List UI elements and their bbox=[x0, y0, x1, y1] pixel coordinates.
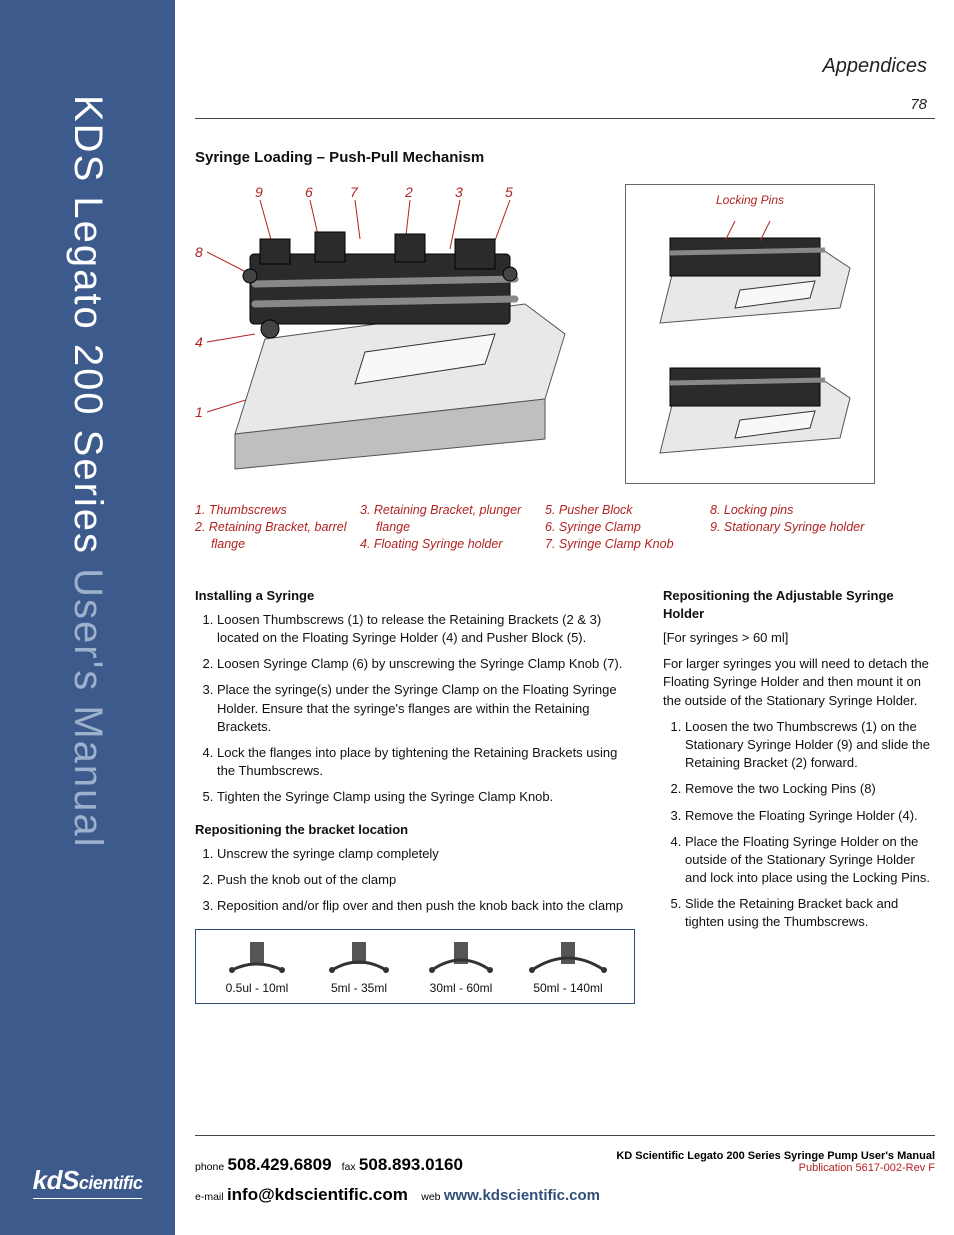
callout-9: 9 bbox=[255, 184, 263, 200]
size-item: 50ml - 140ml bbox=[528, 940, 608, 997]
step: Place the Floating Syringe Holder on the… bbox=[685, 833, 935, 888]
repos-bracket-steps: Unscrew the syringe clamp completely Pus… bbox=[195, 845, 635, 916]
manual-title: KD Scientific Legato 200 Series Syringe … bbox=[616, 1150, 935, 1162]
legend-item: 7. Syringe Clamp Knob bbox=[545, 536, 700, 553]
legend-item: 2. Retaining Bracket, barrel flange bbox=[195, 519, 350, 553]
figure-legend: 1. Thumbscrews2. Retaining Bracket, barr… bbox=[195, 502, 935, 553]
page-content: Appendices 78 Syringe Loading – Push-Pul… bbox=[195, 0, 935, 1004]
footer-publication: KD Scientific Legato 200 Series Syringe … bbox=[616, 1150, 935, 1211]
header-rule bbox=[195, 118, 935, 119]
subhead-repos-holder: Repositioning the Adjustable Syringe Hol… bbox=[663, 587, 935, 623]
body-columns: Installing a Syringe Loosen Thumbscrews … bbox=[195, 587, 935, 1004]
callout-3: 3 bbox=[455, 184, 463, 200]
email-address: info@kdscientific.com bbox=[227, 1185, 408, 1204]
step: Remove the two Locking Pins (8) bbox=[685, 780, 935, 798]
callout-7: 7 bbox=[350, 184, 358, 200]
legend-item: 1. Thumbscrews bbox=[195, 502, 350, 519]
size-label: 5ml - 35ml bbox=[331, 981, 387, 995]
page-footer: phone 508.429.6809 fax 508.893.0160 e-ma… bbox=[195, 1135, 935, 1211]
installing-steps: Loosen Thumbscrews (1) to release the Re… bbox=[195, 611, 635, 807]
callout-5: 5 bbox=[505, 184, 513, 200]
side-figure-locking-pins: Locking Pins bbox=[625, 184, 875, 484]
callout-1: 1 bbox=[195, 404, 203, 420]
locking-pins-illustration-2 bbox=[640, 343, 860, 468]
email-label: e-mail bbox=[195, 1191, 224, 1203]
size-item: 30ml - 60ml bbox=[426, 940, 496, 997]
publication-rev: Publication 5617-002-Rev F bbox=[616, 1162, 935, 1174]
phone-number: 508.429.6809 bbox=[228, 1155, 332, 1174]
step: Remove the Floating Syringe Holder (4). bbox=[685, 807, 935, 825]
syringe-size-note: [For syringes > 60 ml] bbox=[663, 629, 935, 647]
legend-item: 3. Retaining Bracket, plunger flange bbox=[360, 502, 535, 536]
page-number: 78 bbox=[910, 96, 927, 113]
fax-number: 508.893.0160 bbox=[359, 1155, 463, 1174]
repos-holder-steps: Loosen the two Thumbscrews (1) on the St… bbox=[663, 718, 935, 932]
phone-label: phone bbox=[195, 1161, 224, 1173]
clamp-icon bbox=[222, 940, 292, 974]
syringe-pump-illustration bbox=[195, 184, 585, 484]
step: Loosen Thumbscrews (1) to release the Re… bbox=[217, 611, 635, 647]
main-figure: 9 6 7 2 3 5 8 4 1 bbox=[195, 184, 585, 484]
clamp-icon bbox=[426, 940, 496, 974]
sidebar: KDS Legato 200 Series User's Manual kdSc… bbox=[0, 0, 175, 1235]
web-label: web bbox=[421, 1191, 440, 1203]
sidebar-title-light: User's Manual bbox=[66, 555, 110, 849]
legend-item: 4. Floating Syringe holder bbox=[360, 536, 535, 553]
step: Loosen Syringe Clamp (6) by unscrewing t… bbox=[217, 655, 635, 673]
clamp-icon bbox=[324, 940, 394, 974]
side-figure-label: Locking Pins bbox=[636, 193, 864, 207]
section-name: Appendices bbox=[822, 55, 927, 78]
subhead-repos-bracket: Repositioning the bracket location bbox=[195, 821, 635, 839]
fax-label: fax bbox=[342, 1161, 356, 1173]
callout-2: 2 bbox=[405, 184, 413, 200]
step: Slide the Retaining Bracket back and tig… bbox=[685, 895, 935, 931]
legend-item: 8. Locking pins bbox=[710, 502, 910, 519]
left-column: Installing a Syringe Loosen Thumbscrews … bbox=[195, 587, 635, 1004]
step: Place the syringe(s) under the Syringe C… bbox=[217, 681, 635, 736]
repos-holder-para: For larger syringes you will need to det… bbox=[663, 655, 935, 710]
page-header: Appendices bbox=[195, 55, 927, 78]
step: Lock the flanges into place by tightenin… bbox=[217, 744, 635, 780]
size-item: 5ml - 35ml bbox=[324, 940, 394, 997]
step: Unscrew the syringe clamp completely bbox=[217, 845, 635, 863]
step: Loosen the two Thumbscrews (1) on the St… bbox=[685, 718, 935, 773]
syringe-sizes-box: 0.5ul - 10ml 5ml - 35ml 30ml - 60ml 50ml… bbox=[195, 929, 635, 1004]
size-item: 0.5ul - 10ml bbox=[222, 940, 292, 997]
step: Reposition and/or flip over and then pus… bbox=[217, 897, 635, 915]
step: Push the knob out of the clamp bbox=[217, 871, 635, 889]
footer-contact: phone 508.429.6809 fax 508.893.0160 e-ma… bbox=[195, 1150, 600, 1211]
size-label: 50ml - 140ml bbox=[533, 981, 602, 995]
clamp-icon bbox=[528, 940, 608, 974]
brand-logo: kdScientific bbox=[33, 1165, 143, 1199]
locking-pins-illustration-1 bbox=[640, 213, 860, 338]
callout-6: 6 bbox=[305, 184, 313, 200]
legend-item: 6. Syringe Clamp bbox=[545, 519, 700, 536]
figures-row: 9 6 7 2 3 5 8 4 1 bbox=[195, 184, 935, 484]
callout-8: 8 bbox=[195, 244, 203, 260]
callout-4: 4 bbox=[195, 334, 203, 350]
sidebar-title: KDS Legato 200 Series User's Manual bbox=[65, 95, 110, 849]
step: Tighten the Syringe Clamp using the Syri… bbox=[217, 788, 635, 806]
right-column: Repositioning the Adjustable Syringe Hol… bbox=[663, 587, 935, 1004]
legend-item: 5. Pusher Block bbox=[545, 502, 700, 519]
size-label: 0.5ul - 10ml bbox=[226, 981, 289, 995]
web-link[interactable]: www.kdscientific.com bbox=[444, 1187, 600, 1204]
sidebar-title-bold: KDS Legato 200 Series bbox=[66, 95, 110, 555]
subhead-installing: Installing a Syringe bbox=[195, 587, 635, 605]
section-title: Syringe Loading – Push-Pull Mechanism bbox=[195, 149, 935, 166]
size-label: 30ml - 60ml bbox=[430, 981, 493, 995]
legend-item: 9. Stationary Syringe holder bbox=[710, 519, 910, 536]
